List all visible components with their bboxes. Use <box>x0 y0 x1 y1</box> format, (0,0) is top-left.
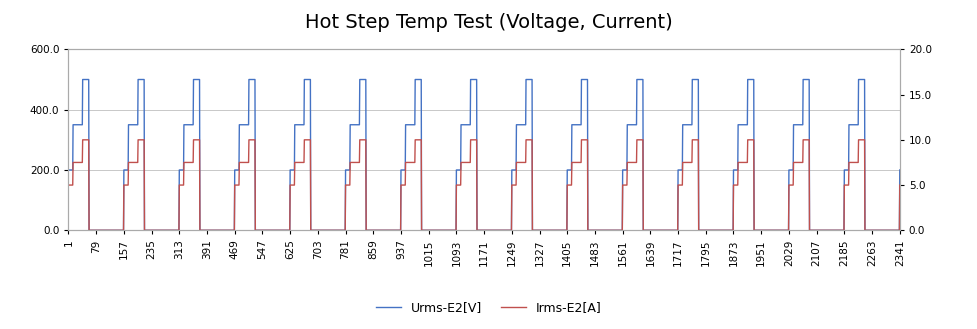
Irms-E2[A] <box>872 228 884 232</box>
Irms-E2[A] <box>77 138 89 142</box>
Irms-E2[A] <box>893 183 905 187</box>
Urms-E2[V] <box>692 78 703 82</box>
Irms-E2[A] <box>225 228 236 232</box>
Irms-E2[A] <box>63 183 74 187</box>
Irms-E2[A] <box>83 228 95 232</box>
Urms-E2[V] <box>321 228 333 232</box>
Irms-E2[A] <box>692 138 703 142</box>
Line: Urms-E2[V]: Urms-E2[V] <box>68 80 899 230</box>
Urms-E2[V] <box>225 228 236 232</box>
Urms-E2[V] <box>77 78 89 82</box>
Urms-E2[V] <box>63 168 74 172</box>
Urms-E2[V] <box>83 228 95 232</box>
Urms-E2[V] <box>836 228 848 232</box>
Irms-E2[A] <box>836 228 848 232</box>
Irms-E2[A] <box>536 228 548 232</box>
Line: Irms-E2[A]: Irms-E2[A] <box>68 140 899 230</box>
Irms-E2[A] <box>321 228 333 232</box>
Urms-E2[V] <box>872 228 884 232</box>
Text: Hot Step Temp Test (Voltage, Current): Hot Step Temp Test (Voltage, Current) <box>305 13 672 32</box>
Urms-E2[V] <box>893 168 905 172</box>
Legend: Urms-E2[V], Irms-E2[A]: Urms-E2[V], Irms-E2[A] <box>370 296 607 319</box>
Urms-E2[V] <box>536 228 548 232</box>
